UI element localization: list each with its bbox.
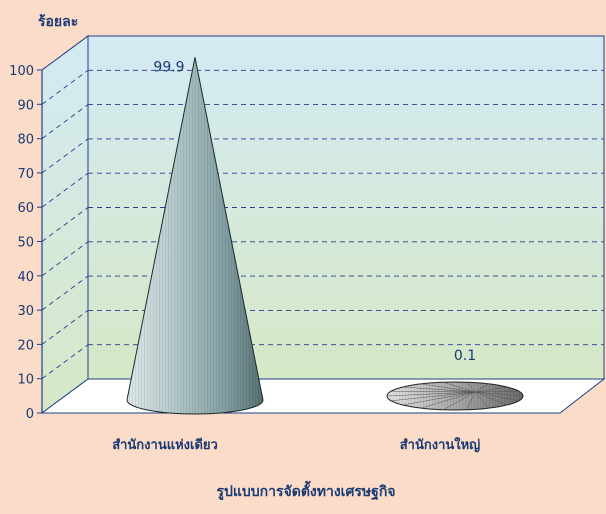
data-label: 99.9 [153,59,184,75]
cone-flat-rib [474,391,490,409]
cone-flat-rib [391,390,476,393]
cone-flat-rib [402,386,476,393]
cone-flat-rib [443,391,476,411]
gridline-side [41,69,89,105]
y-tick-label: 10 [17,373,34,388]
cone-flat-rib [386,391,476,397]
cone-flat-rib [474,386,508,393]
gridline-side [41,310,89,345]
cone-bar [126,57,264,415]
gridline-side [41,104,89,139]
y-tick-label: 70 [17,167,34,182]
cone-flat-rib [420,383,476,393]
cone-bar [386,381,524,411]
cone-series [126,57,524,415]
axes: 0 10 20 30 40 50 60 70 80 90 100 [9,64,43,422]
y-tick-label: 100 [9,64,34,79]
y-tick-label: 0 [26,407,34,422]
cone-flat-rib [474,383,490,393]
plot-wall [40,35,606,414]
cone-flat-rib [474,391,524,397]
y-tick-label: 60 [17,201,34,216]
cone-texture [127,57,263,415]
cone-flat-rib [420,391,476,409]
y-tick-label: 50 [17,236,34,251]
gridline-side [41,207,89,242]
y-tick-label: 90 [17,98,34,113]
y-tick-label: 80 [17,133,34,148]
gridline-side [41,241,89,277]
gridline-side [41,275,89,311]
cone-flat-rib [391,391,476,402]
y-tick-label: 40 [17,270,34,285]
data-label: 0.1 [454,348,476,364]
gridline-side [41,344,89,380]
chart-labels: 99.9 สำนักงานแห่งเดียว 0.1 สำนักงานใหญ่ ร้อย… [38,14,480,501]
gridline-side [41,35,89,71]
cone-flat-rib [443,381,476,393]
x-axis-title: รูปแบบการจัดตั้งทางเศรษฐกิจ [216,480,395,501]
y-axis-title: ร้อยละ [38,14,78,30]
gridline-side [41,138,89,174]
cone-flat-rib [474,391,508,406]
y-tick-label: 20 [17,338,34,353]
x-category-label: สำนักงานแห่งเดียว [112,437,218,453]
gridline-side [41,172,89,208]
cone-flat-rib [466,382,476,393]
cone-flat-rib [466,391,476,410]
x-category-label: สำนักงานใหญ่ [400,436,481,453]
y-tick-label: 30 [17,304,34,319]
cone-flat-rib [474,391,519,402]
cone-flat-rib [474,390,519,393]
cone-flat-texture [387,382,523,410]
cone-flat-rib [402,391,476,406]
